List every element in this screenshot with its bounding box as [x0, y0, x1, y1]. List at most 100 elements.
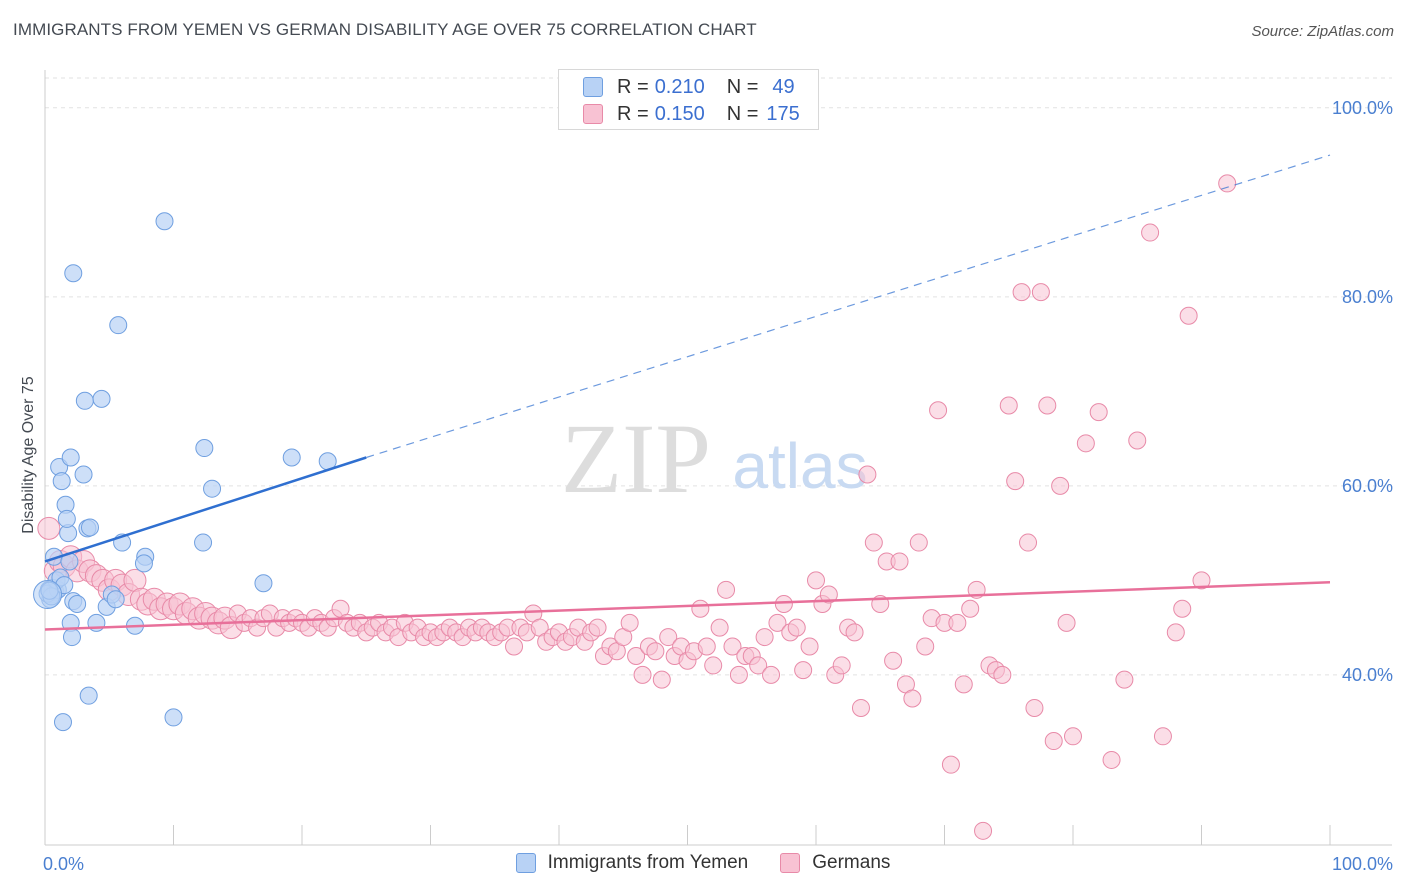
german-point-119	[800, 637, 819, 656]
german-point-164	[1115, 670, 1134, 689]
german-point-126	[845, 623, 864, 642]
german-point-93	[633, 665, 652, 684]
german-points	[37, 174, 1237, 840]
german-point-146	[974, 821, 993, 840]
german-point-159	[1057, 613, 1076, 632]
yemen-trend-extension	[366, 154, 1331, 459]
german-point-124	[832, 656, 851, 675]
german-point-152	[1012, 283, 1031, 302]
yemen-point-27	[64, 264, 83, 283]
legend-row-german: R = 0.150 N = 175	[583, 102, 800, 126]
german-point-129	[864, 533, 883, 552]
yemen-point-36	[106, 590, 125, 609]
german-point-127	[851, 698, 870, 717]
bottom-legend: Immigrants from Yemen Germans	[0, 852, 1406, 874]
legend-swatch-german	[583, 104, 603, 124]
legend-swatch-yemen	[583, 77, 603, 97]
yemen-points	[33, 212, 337, 732]
y-tick-label-3: 100.0%	[1332, 98, 1393, 118]
german-point-149	[993, 665, 1012, 684]
yemen-point-28	[109, 316, 128, 335]
german-trend-line	[44, 581, 1331, 631]
watermark-zip: ZIP	[561, 403, 711, 514]
legend-n-value: 49	[772, 75, 795, 98]
watermark: ZIP atlas	[561, 403, 868, 514]
source-label: Source: ZipAtlas.com	[1251, 23, 1394, 40]
yemen-point-14	[52, 472, 71, 491]
german-point-135	[903, 689, 922, 708]
x-tick-label-1: 100.0%	[1332, 854, 1393, 874]
german-point-153	[1019, 533, 1038, 552]
german-point-171	[1192, 571, 1211, 590]
german-point-114	[768, 613, 787, 632]
yemen-point-41	[195, 439, 214, 458]
yemen-point-42	[194, 533, 213, 552]
german-point-120	[807, 571, 825, 590]
german-point-142	[948, 613, 967, 632]
german-point-112	[755, 628, 774, 647]
german-point-122	[819, 585, 838, 604]
legend-item-german: Germans	[780, 852, 890, 874]
german-point-168	[1166, 623, 1185, 642]
legend-item-yemen: Immigrants from Yemen	[515, 852, 749, 874]
german-point-162	[1089, 403, 1108, 422]
german-point-102	[691, 599, 710, 618]
legend-swatch-german	[780, 853, 801, 873]
yemen-point-43	[203, 479, 222, 498]
yemen-point-21	[57, 509, 76, 528]
yemen-point-40	[164, 708, 183, 727]
yemen-point-39	[134, 554, 153, 573]
german-point-166	[1141, 223, 1160, 242]
chart-title: IMMIGRANTS FROM YEMEN VS GERMAN DISABILI…	[13, 20, 757, 39]
german-point-150	[999, 396, 1018, 415]
german-point-128	[858, 465, 877, 484]
german-point-106	[717, 580, 736, 599]
german-point-133	[890, 552, 909, 571]
german-point-97	[659, 628, 678, 647]
german-point-163	[1102, 750, 1121, 769]
german-point-155	[1031, 283, 1050, 302]
yemen-point-22	[74, 465, 93, 484]
axes	[44, 70, 1392, 846]
german-point-165	[1128, 431, 1147, 450]
yemen-point-15	[61, 448, 80, 467]
y-tick-label-1: 60.0%	[1342, 476, 1393, 496]
yemen-trend-line	[44, 456, 367, 563]
legend-label-german: Germans	[812, 852, 891, 873]
yemen-point-19	[62, 628, 81, 647]
legend-r-label: R =	[617, 75, 649, 98]
legend-row-yemen: R = 0.210 N = 49	[583, 75, 795, 99]
german-point-108	[729, 665, 748, 684]
german-point-136	[909, 533, 928, 552]
legend-r-value: 0.150	[654, 102, 705, 125]
y-tick-label-0: 40.0%	[1342, 665, 1393, 685]
german-point-139	[929, 401, 948, 420]
yemen-cluster-point	[33, 580, 63, 610]
trend-lines	[44, 154, 1331, 631]
german-point-92	[627, 646, 646, 665]
german-point-115	[774, 594, 793, 613]
german-point-95	[646, 642, 665, 661]
german-point-141	[941, 755, 960, 774]
german-point-103	[697, 637, 716, 656]
german-point-161	[1076, 434, 1095, 453]
yemen-point-26	[92, 389, 111, 408]
german-point-151	[1006, 472, 1025, 491]
yemen-point-25	[75, 391, 94, 410]
legend-n-label: N =	[726, 102, 759, 125]
stats-legend: R = 0.210 N = 49 R = 0.150 N = 175	[558, 69, 819, 130]
legend-label-yemen: Immigrants from Yemen	[547, 852, 749, 873]
y-axis-label: Disability Age Over 75	[20, 376, 37, 534]
german-point-117	[787, 618, 806, 637]
yemen-point-29	[155, 212, 174, 231]
yemen-point-31	[79, 686, 98, 705]
yemen-point-30	[53, 713, 72, 732]
german-point-86	[588, 618, 607, 637]
german-point-154	[1025, 698, 1044, 717]
german-point-172	[1218, 174, 1237, 193]
german-point-105	[710, 618, 729, 637]
legend-r-value: 0.210	[654, 75, 705, 98]
german-point-73	[505, 637, 524, 656]
german-point-170	[1179, 306, 1198, 325]
